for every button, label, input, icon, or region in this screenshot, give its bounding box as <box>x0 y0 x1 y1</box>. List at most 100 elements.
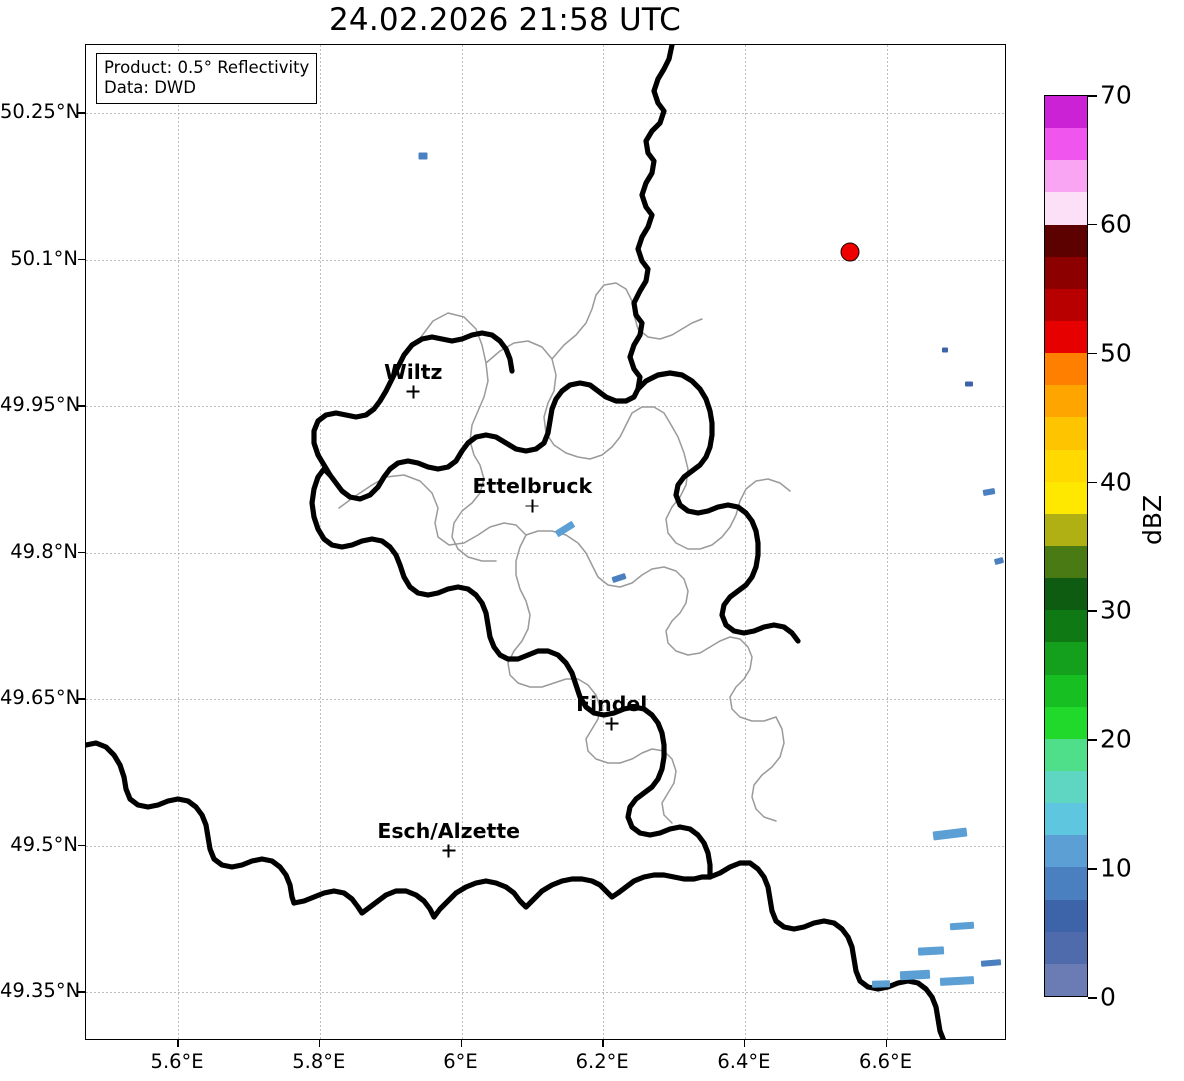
radar-echo-cell <box>917 946 944 956</box>
latitude-tick-mark <box>78 698 85 700</box>
colorbar[interactable] <box>1044 95 1088 997</box>
colorbar-tick-mark <box>1088 997 1097 999</box>
colorbar-band <box>1045 320 1087 354</box>
gridline-vertical <box>603 45 605 1039</box>
colorbar-tick-label: 20 <box>1100 724 1132 754</box>
colorbar-tick-label: 60 <box>1100 209 1132 239</box>
colorbar-band <box>1045 899 1087 932</box>
latitude-tick-label: 49.95°N <box>0 393 81 417</box>
latitude-tick-label: 49.65°N <box>0 686 81 710</box>
longitude-tick-mark <box>177 1040 179 1047</box>
colorbar-band <box>1045 353 1087 386</box>
colorbar-band <box>1045 481 1087 514</box>
radar-echo-cell <box>899 969 931 980</box>
city-marker-esch-alzette[interactable] <box>442 844 456 858</box>
colorbar-band <box>1045 545 1087 579</box>
colorbar-band <box>1045 642 1087 675</box>
latitude-tick-mark <box>78 112 85 114</box>
radar-map-plot[interactable]: Wiltz Ettelbruck Findel Esch/Alzette Produc… <box>85 44 1006 1040</box>
colorbar-tick-label: 30 <box>1100 595 1132 625</box>
page-title: 24.02.2026 21:58 UTC <box>329 2 681 38</box>
longitude-tick-label: 6.4°E <box>717 1050 771 1073</box>
longitude-tick-mark <box>743 1040 746 1047</box>
gridline-horizontal <box>86 992 1005 994</box>
colorbar-band <box>1045 738 1087 771</box>
colorbar-tick-label: 0 <box>1100 982 1116 1012</box>
colorbar-band <box>1045 160 1087 193</box>
gridline-vertical <box>744 45 746 1039</box>
city-label-wiltz: Wiltz <box>384 359 443 384</box>
longitude-tick-label: 5.6°E <box>150 1050 204 1073</box>
colorbar-tick-mark <box>1088 481 1097 484</box>
city-marker-wiltz[interactable] <box>406 385 420 399</box>
city-label-findel: Findel <box>576 691 648 716</box>
gridline-horizontal <box>86 699 1005 701</box>
colorbar-band <box>1045 835 1087 868</box>
longitude-tick-mark <box>318 1040 321 1047</box>
colorbar-tick-mark <box>1088 610 1097 612</box>
gridline-horizontal <box>86 552 1005 554</box>
map-geography-layer <box>86 45 947 1039</box>
colorbar-tick-mark <box>1088 223 1097 226</box>
colorbar-tick-label: 50 <box>1100 338 1132 368</box>
colorbar-band <box>1045 192 1087 225</box>
gridline-horizontal <box>86 113 1005 115</box>
colorbar-band <box>1045 128 1087 161</box>
colorbar-tick-mark <box>1088 868 1097 870</box>
radar-station-marker[interactable] <box>840 242 860 262</box>
gridline-horizontal <box>86 845 1005 847</box>
colorbar-band <box>1045 288 1087 321</box>
longitude-tick-label: 5.8°E <box>292 1050 346 1073</box>
colorbar-unit-label: dBZ <box>1138 494 1167 545</box>
colorbar-band <box>1045 96 1087 129</box>
national-border <box>86 45 947 1039</box>
radar-echo-cell <box>942 347 949 353</box>
colorbar-band <box>1045 706 1087 739</box>
colorbar-tick-label: 70 <box>1100 80 1132 110</box>
latitude-tick-mark <box>78 405 85 407</box>
colorbar-band <box>1045 385 1087 418</box>
latitude-tick-mark <box>78 551 85 554</box>
colorbar-band <box>1045 610 1087 643</box>
latitude-tick-label: 49.8°N <box>10 539 78 563</box>
longitude-tick-mark <box>460 1040 463 1047</box>
city-label-esch-alzette: Esch/Alzette <box>377 818 521 843</box>
colorbar-tick-mark <box>1088 95 1097 97</box>
city-label-ettelbruck: Ettelbruck <box>472 473 593 498</box>
gridline-horizontal <box>86 259 1005 261</box>
colorbar-band <box>1045 770 1087 804</box>
colorbar-band <box>1045 578 1087 611</box>
latitude-tick-mark <box>78 258 85 261</box>
gridline-vertical <box>178 45 180 1039</box>
data-source-line: Data: DWD <box>104 78 196 98</box>
colorbar-tick-mark <box>1088 739 1097 741</box>
city-marker-ettelbruck[interactable] <box>525 499 539 513</box>
gridline-horizontal <box>86 406 1005 408</box>
longitude-tick-label: 6.6°E <box>859 1050 913 1073</box>
product-line: Product: 0.5° Reflectivity <box>104 58 310 77</box>
colorbar-tick-mark <box>1088 352 1097 355</box>
latitude-tick-label: 49.5°N <box>10 832 78 856</box>
colorbar-band <box>1045 449 1087 482</box>
radar-echo-cell <box>949 921 974 931</box>
colorbar-band <box>1045 513 1087 546</box>
colorbar-tick-label: 10 <box>1100 853 1132 883</box>
colorbar-band <box>1045 931 1087 964</box>
radar-echo-cell <box>964 381 973 387</box>
latitude-tick-label: 49.35°N <box>0 979 81 1003</box>
city-marker-findel[interactable] <box>605 717 619 731</box>
gridline-vertical <box>319 45 321 1039</box>
radar-echo-cell <box>871 980 891 989</box>
colorbar-band <box>1045 803 1087 836</box>
latitude-tick-mark <box>78 844 85 847</box>
radar-echo-cell <box>418 152 428 160</box>
longitude-tick-mark <box>885 1040 888 1047</box>
gridline-vertical <box>461 45 463 1039</box>
colorbar-band <box>1045 224 1087 257</box>
radar-echo-cell <box>940 975 975 986</box>
gridline-vertical <box>886 45 888 1039</box>
colorbar-band <box>1045 417 1087 450</box>
colorbar-band <box>1045 256 1087 289</box>
colorbar-band <box>1045 963 1087 996</box>
